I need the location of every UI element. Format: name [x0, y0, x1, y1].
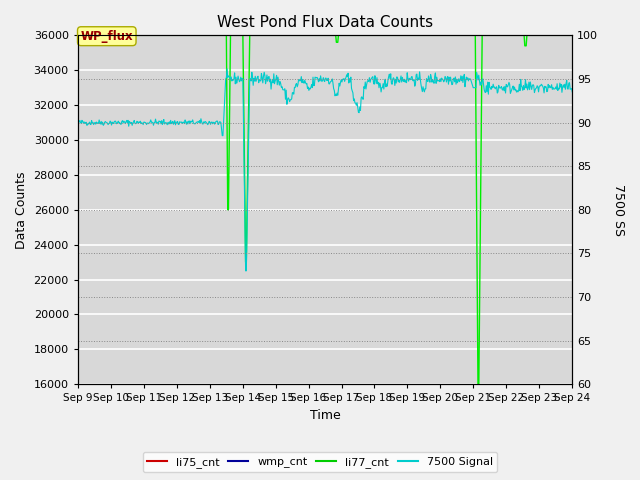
Title: West Pond Flux Data Counts: West Pond Flux Data Counts	[217, 15, 433, 30]
Y-axis label: Data Counts: Data Counts	[15, 171, 28, 249]
Legend: li75_cnt, wmp_cnt, li77_cnt, 7500 Signal: li75_cnt, wmp_cnt, li77_cnt, 7500 Signal	[143, 452, 497, 472]
Text: WP_flux: WP_flux	[81, 30, 133, 43]
X-axis label: Time: Time	[310, 409, 340, 422]
Y-axis label: 7500 SS: 7500 SS	[612, 184, 625, 236]
